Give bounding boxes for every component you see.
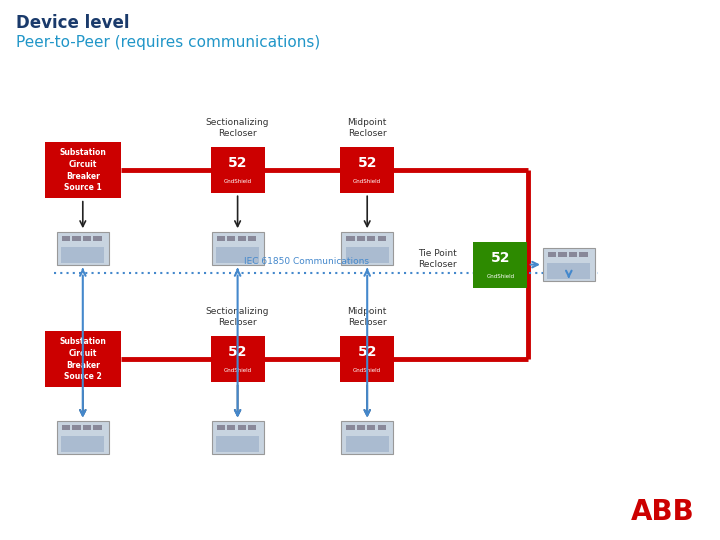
Text: GndShield: GndShield [353,368,382,374]
Text: Sectionalizing
Recloser: Sectionalizing Recloser [206,118,269,138]
Bar [341,336,395,382]
Bar [547,263,590,279]
Text: Device level: Device level [16,14,130,31]
Text: 52: 52 [228,345,248,359]
Bar [61,247,104,263]
Text: Source 2: Source 2 [64,373,102,381]
Text: 52: 52 [490,251,510,265]
Bar [94,236,102,241]
Text: 52: 52 [228,156,248,170]
Bar [217,236,225,241]
Text: GndShield: GndShield [223,368,252,374]
Bar [217,425,225,430]
Text: GndShield: GndShield [486,274,515,279]
Bar [228,236,235,241]
Bar [346,236,355,241]
Bar [346,436,389,452]
Bar [62,236,71,241]
Text: Peer-to-Peer (requires communications): Peer-to-Peer (requires communications) [16,35,320,50]
Bar [357,236,365,241]
Bar [248,236,256,241]
Bar [57,232,109,265]
Bar [57,421,109,454]
Bar [238,425,246,430]
Bar [558,252,567,257]
Bar [216,247,259,263]
Bar [357,425,365,430]
Bar [211,336,265,382]
Bar [248,425,256,430]
Text: GndShield: GndShield [353,179,382,185]
Text: Substation: Substation [59,148,107,157]
Text: IEC 61850 Communications: IEC 61850 Communications [243,257,369,266]
Bar [212,421,264,454]
Bar [45,141,121,198]
Text: 52: 52 [357,345,377,359]
Text: Midpoint
Recloser: Midpoint Recloser [348,118,387,138]
Text: ABB: ABB [631,498,695,526]
Text: GndShield: GndShield [223,179,252,185]
Text: Breaker: Breaker [66,361,100,369]
Bar [367,425,376,430]
Bar [346,247,389,263]
Bar [378,236,386,241]
Text: Sectionalizing
Recloser: Sectionalizing Recloser [206,307,269,327]
Bar [341,421,393,454]
Bar [378,425,386,430]
Bar [474,241,527,287]
Bar [346,425,355,430]
Bar [212,232,264,265]
Bar [341,232,393,265]
Text: Source 1: Source 1 [64,184,102,192]
Bar [211,147,265,193]
Text: 52: 52 [357,156,377,170]
Bar [45,330,121,388]
Bar [83,236,91,241]
Text: Tie Point
Recloser: Tie Point Recloser [418,249,457,269]
Text: Breaker: Breaker [66,172,100,180]
Bar [73,236,81,241]
Bar [61,436,104,452]
Bar [548,252,556,257]
Bar [73,425,81,430]
Bar [543,248,595,281]
Text: Substation: Substation [59,337,107,346]
Bar [94,425,102,430]
Text: Circuit: Circuit [68,160,97,168]
Bar [367,236,376,241]
Text: Midpoint
Recloser: Midpoint Recloser [348,307,387,327]
Bar [228,425,235,430]
Bar [569,252,577,257]
Text: Circuit: Circuit [68,349,97,357]
Bar [216,436,259,452]
Bar [238,236,246,241]
Bar [83,425,91,430]
Bar [62,425,71,430]
Bar [579,252,588,257]
Bar [341,147,395,193]
